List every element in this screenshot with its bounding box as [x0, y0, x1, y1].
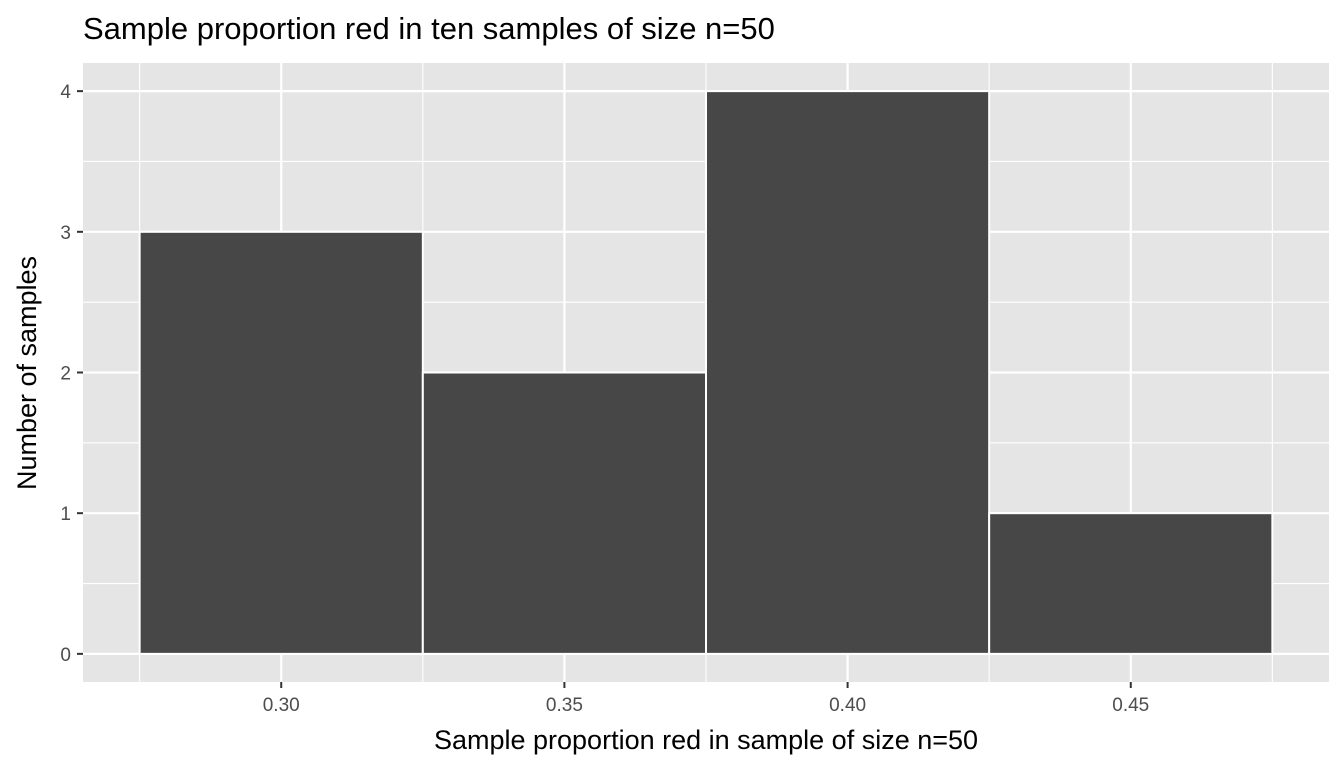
y-axis-title: Number of samples: [12, 256, 42, 490]
chart-title: Sample proportion red in ten samples of …: [83, 11, 775, 46]
y-axis: 0 1 2 3 4: [60, 82, 83, 666]
x-tick-label: 0.30: [263, 695, 300, 716]
x-axis-title: Sample proportion red in sample of size …: [434, 725, 978, 755]
histogram-bar: [705, 90, 991, 655]
histogram-bar: [138, 230, 424, 655]
histogram-bar: [421, 371, 707, 655]
y-tick-label: 3: [60, 223, 71, 244]
x-tick-label: 0.40: [829, 695, 866, 716]
y-tick-label: 4: [60, 82, 71, 103]
x-axis: 0.30 0.35 0.40 0.45: [263, 682, 1149, 716]
y-tick-label: 2: [60, 364, 71, 385]
y-tick-label: 0: [60, 645, 71, 666]
histogram-bars: [138, 90, 1274, 655]
y-tick-label: 1: [60, 504, 71, 525]
x-tick-label: 0.45: [1112, 695, 1149, 716]
histogram-bar: [988, 512, 1274, 655]
x-tick-label: 0.35: [546, 695, 583, 716]
